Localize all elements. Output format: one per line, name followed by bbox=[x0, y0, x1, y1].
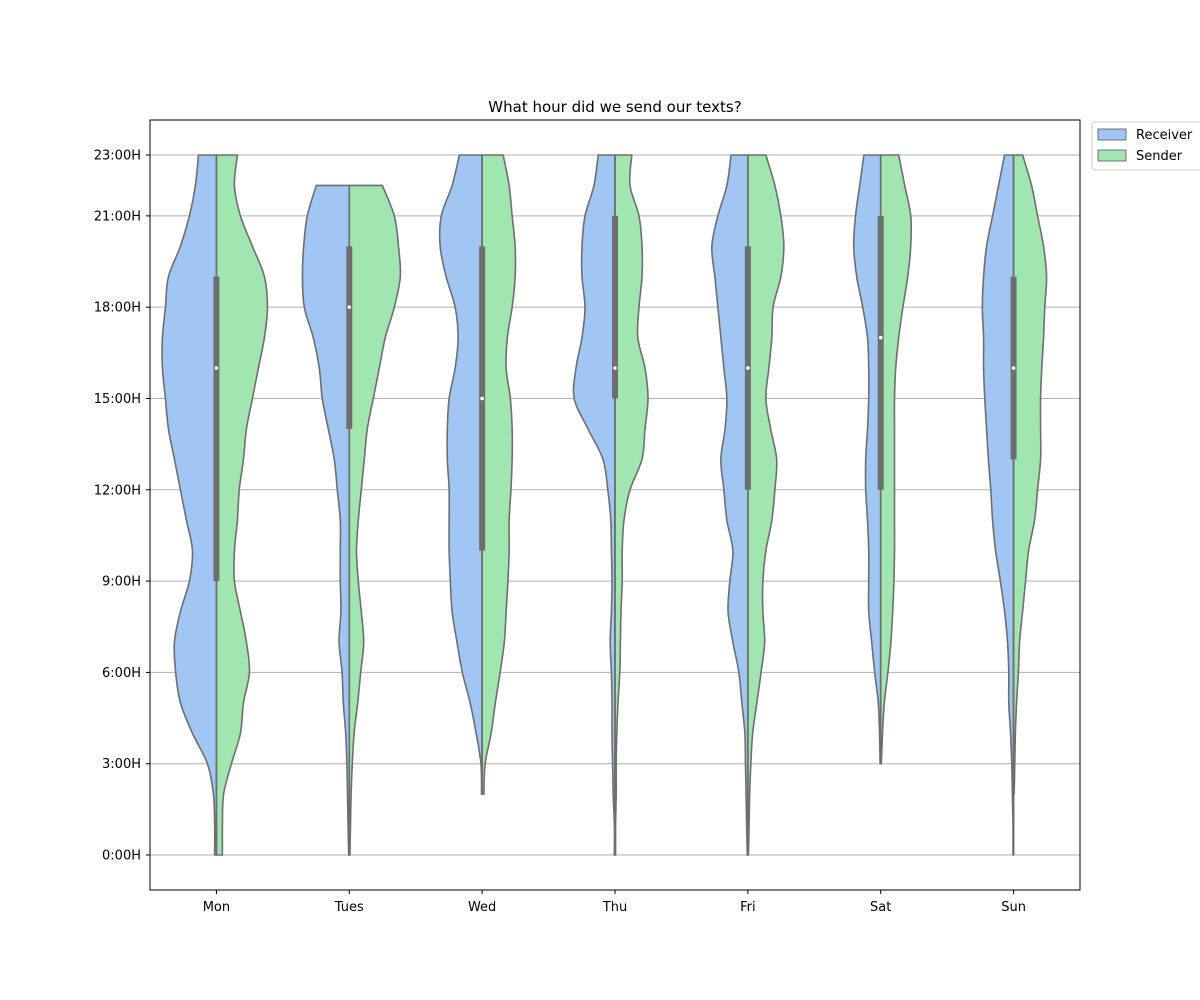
y-tick-label: 18:00H bbox=[94, 301, 141, 316]
violin-half-receiver bbox=[161, 154, 218, 856]
x-tick-label: Thu bbox=[602, 900, 627, 915]
violin-half-receiver bbox=[572, 154, 616, 856]
violin-half-sender bbox=[747, 154, 785, 856]
violin-half-sender bbox=[614, 154, 649, 856]
violin-half-sender bbox=[215, 154, 269, 856]
median-point bbox=[214, 366, 219, 370]
y-axis: 0:00H 3:00H 6:00H 9:00H 12:00H 15:00H 18:00H 21… bbox=[94, 149, 150, 864]
y-tick-label: 6:00H bbox=[102, 666, 141, 681]
violin-half-sender bbox=[348, 184, 402, 856]
x-tick-label: Mon bbox=[203, 900, 230, 915]
x-tick-label: Fri bbox=[740, 900, 756, 915]
median-point bbox=[878, 335, 883, 340]
y-tick-label: 23:00H bbox=[94, 149, 141, 164]
x-axis: Mon Tues Wed Thu Fri Sat Sun bbox=[203, 890, 1026, 915]
violin-half-receiver bbox=[438, 154, 483, 795]
legend-label-receiver: Receiver bbox=[1136, 128, 1193, 143]
violins bbox=[161, 154, 1048, 856]
x-tick-label: Tues bbox=[334, 900, 364, 915]
chart-title: What hour did we send our texts? bbox=[488, 98, 741, 116]
median-point bbox=[480, 396, 484, 401]
y-tick-label: 12:00H bbox=[94, 483, 141, 498]
median-point bbox=[746, 366, 750, 370]
y-tick-label: 15:00H bbox=[94, 392, 141, 407]
violin-half-receiver bbox=[981, 154, 1015, 856]
x-tick-label: Sun bbox=[1001, 900, 1026, 915]
violin-half-receiver bbox=[852, 154, 882, 765]
violin-half-sender bbox=[481, 154, 517, 795]
box-iqr bbox=[213, 276, 220, 582]
box-iqr bbox=[877, 215, 884, 490]
violin-half-receiver bbox=[301, 184, 351, 856]
violin-half-receiver bbox=[711, 154, 749, 856]
y-tick-label: 9:00H bbox=[102, 575, 141, 590]
median-point bbox=[1011, 366, 1016, 370]
y-tick-label: 21:00H bbox=[94, 209, 141, 224]
legend: Receiver Sender bbox=[1091, 121, 1200, 171]
y-tick-label: 3:00H bbox=[102, 757, 141, 772]
x-tick-label: Sat bbox=[870, 900, 891, 915]
violin-half-sender bbox=[1012, 154, 1048, 795]
box-iqr bbox=[346, 246, 353, 429]
box-plots bbox=[213, 155, 1017, 855]
legend-swatch-receiver bbox=[1097, 128, 1127, 141]
y-tick-label: 0:00H bbox=[102, 849, 141, 864]
legend-swatch-sender bbox=[1097, 149, 1127, 162]
violin-half-sender bbox=[879, 154, 913, 765]
median-point bbox=[613, 366, 617, 370]
legend-label-sender: Sender bbox=[1136, 149, 1183, 164]
x-tick-label: Wed bbox=[468, 900, 496, 915]
median-point bbox=[347, 305, 352, 309]
box-iqr bbox=[612, 215, 618, 399]
